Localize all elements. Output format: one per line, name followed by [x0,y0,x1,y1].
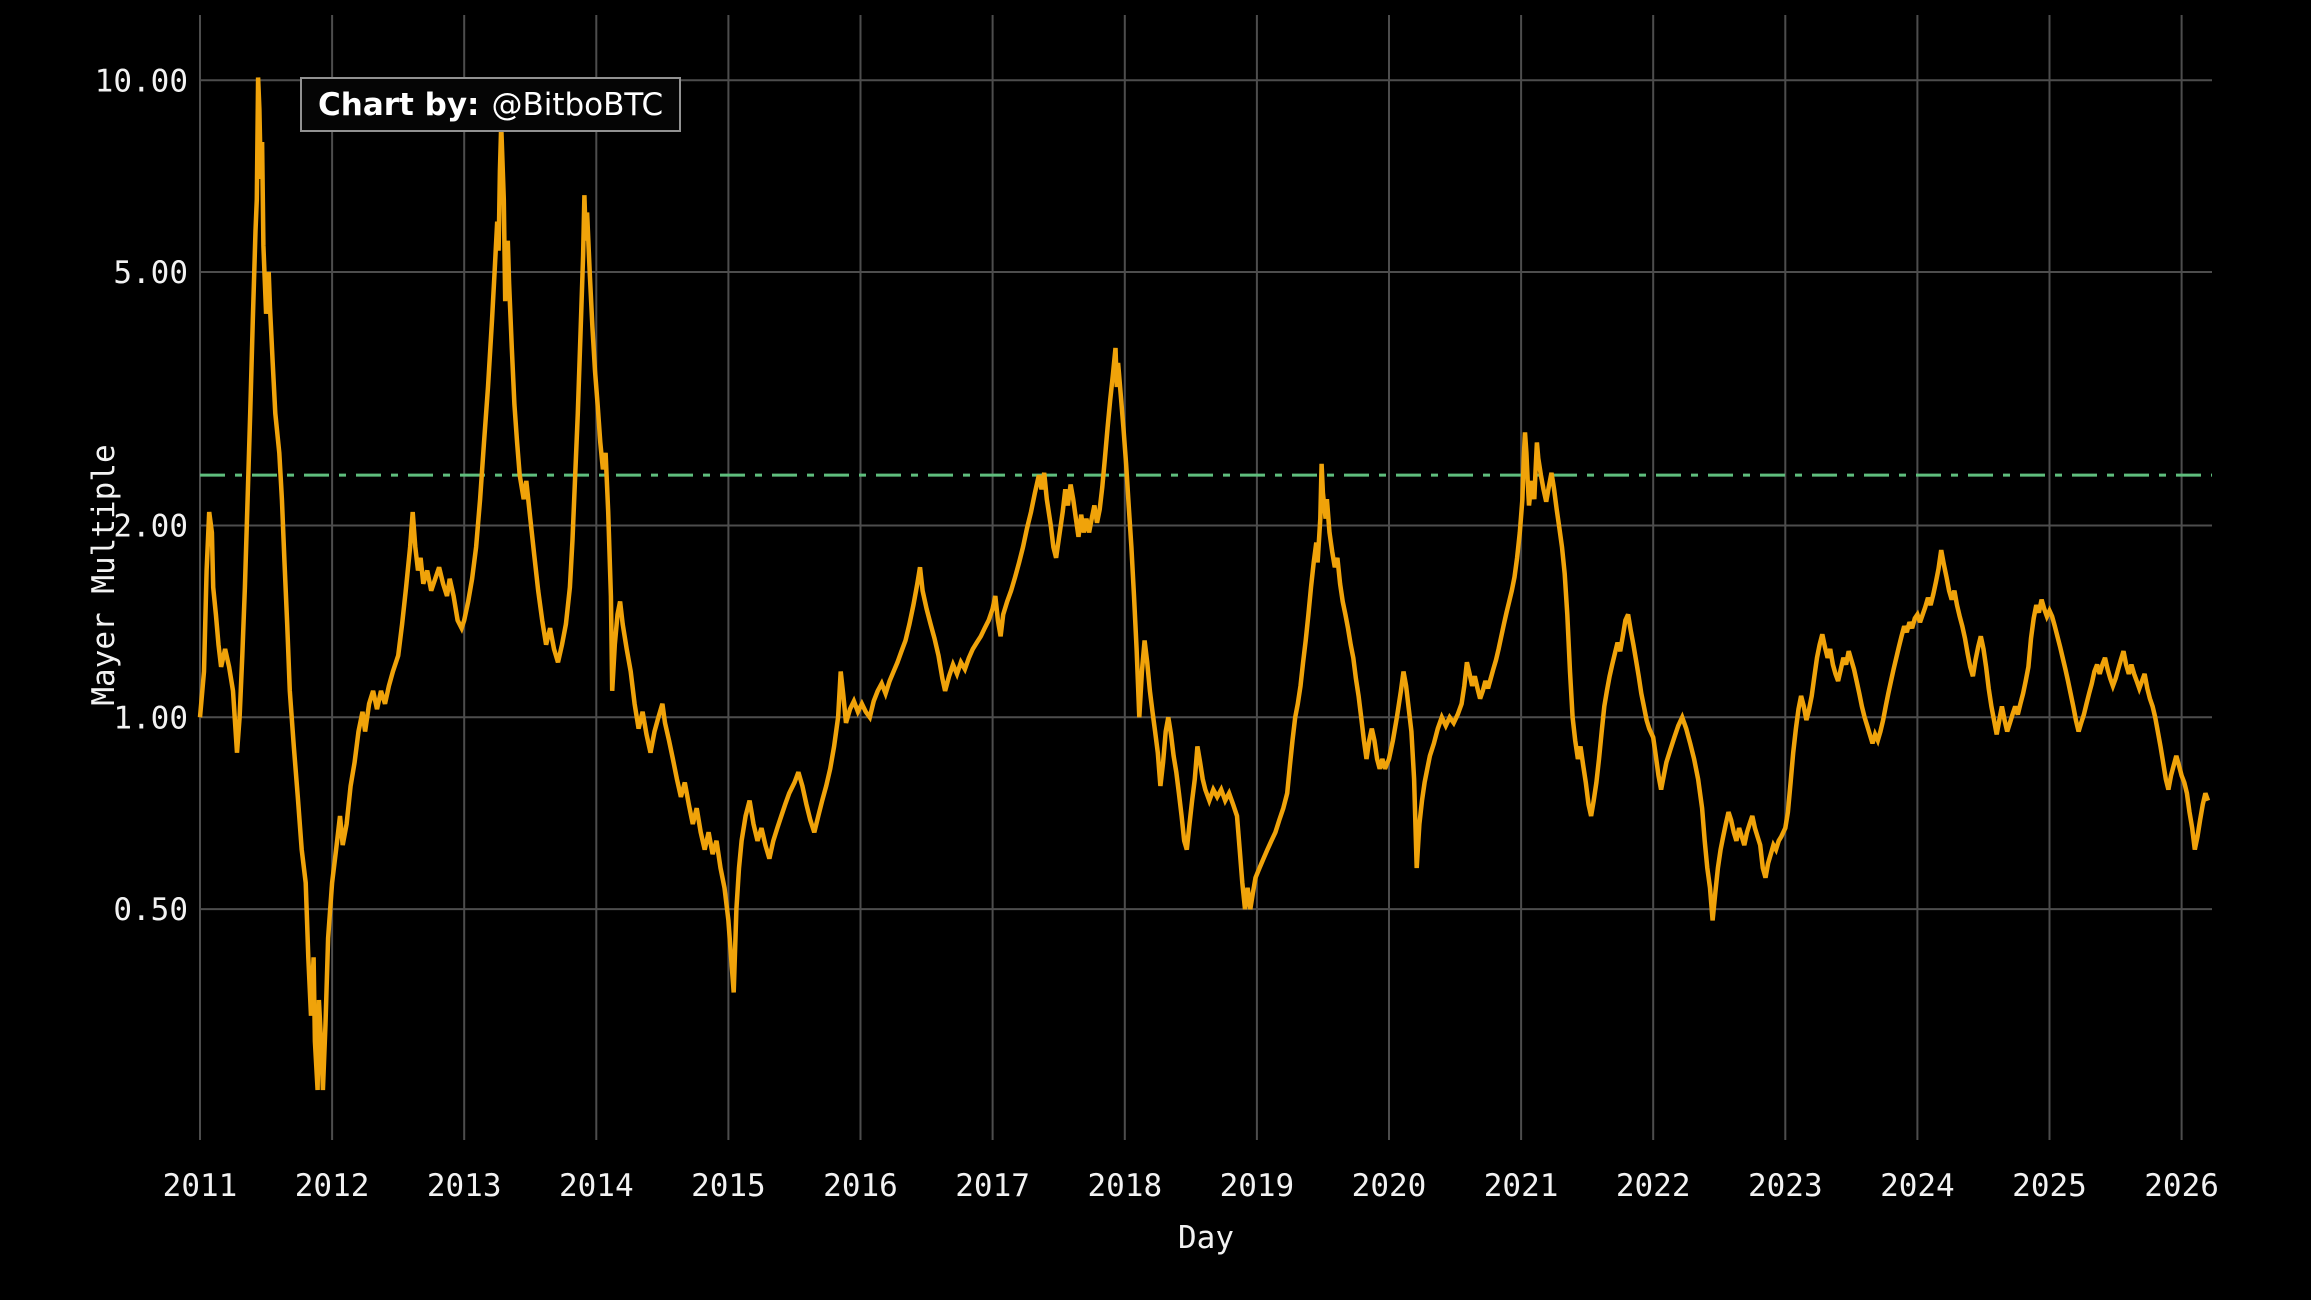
x-axis-title: Day [1178,1220,1234,1256]
y-axis-title: Mayer Multiple [86,444,122,706]
series-line-Mayer Multiple [197,77,2211,1091]
x-tick-label-2023: 2023 [1748,1168,1823,1204]
x-tick-label-2016: 2016 [823,1168,898,1204]
x-tick-label-2015: 2015 [691,1168,766,1204]
x-tick-label-2014: 2014 [559,1168,634,1204]
y-tick-label-5.00: 5.00 [113,255,188,291]
x-tick-label-2018: 2018 [1087,1168,1162,1204]
x-tick-label-2019: 2019 [1220,1168,1295,1204]
y-tick-label-0.50: 0.50 [113,892,188,928]
x-tick-label-2017: 2017 [955,1168,1030,1204]
attribution-badge: Chart by: @BitboBTC [300,77,682,132]
x-tick-label-2025: 2025 [2012,1168,2087,1204]
x-tick-label-2021: 2021 [1484,1168,1559,1204]
x-tick-label-2012: 2012 [295,1168,370,1204]
attribution-prefix: Chart by: [318,86,480,123]
y-tick-label-1.00: 1.00 [113,700,188,736]
attribution-handle: @BitboBTC [491,86,664,123]
x-tick-label-2011: 2011 [163,1168,238,1204]
y-tick-label-10.00: 10.00 [95,63,188,99]
x-tick-label-2013: 2013 [427,1168,502,1204]
x-tick-label-2026: 2026 [2144,1168,2219,1204]
x-tick-label-2020: 2020 [1352,1168,1427,1204]
x-tick-label-2024: 2024 [1880,1168,1955,1204]
y-tick-label-2.00: 2.00 [113,509,188,545]
x-tick-label-2022: 2022 [1616,1168,1691,1204]
